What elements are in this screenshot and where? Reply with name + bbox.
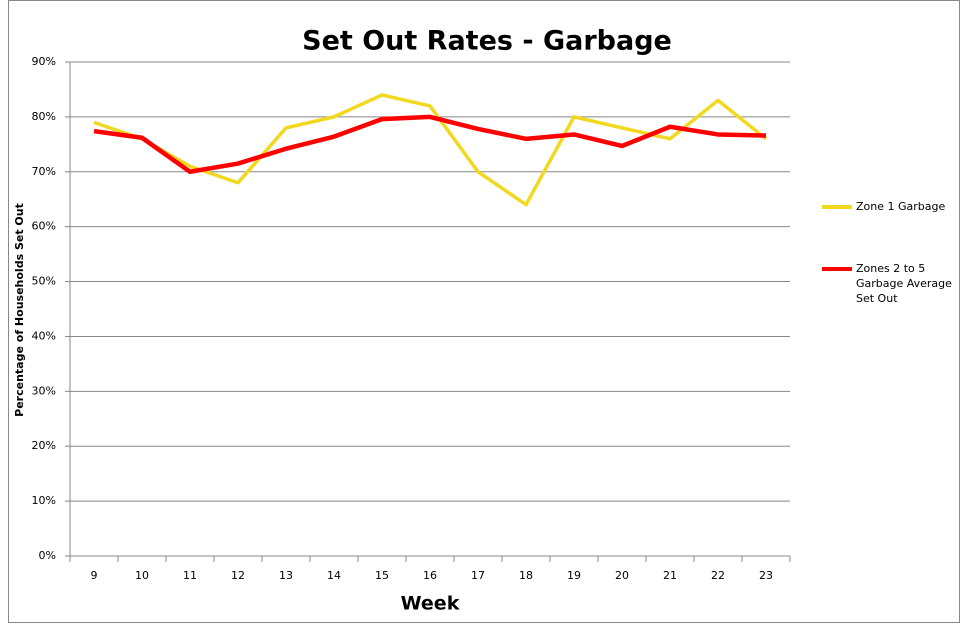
- series-line: [93, 93, 768, 207]
- chart-title: Set Out Rates - Garbage: [302, 26, 672, 57]
- y-tick-label: 20%: [32, 439, 56, 452]
- x-tick-label: 23: [759, 569, 773, 582]
- y-tick-label: 90%: [32, 55, 56, 68]
- y-tick-label: 30%: [32, 384, 56, 397]
- chart-border: [8, 0, 960, 623]
- x-tick-label: 16: [423, 569, 437, 582]
- series-line: [93, 114, 767, 175]
- y-tick-label: 70%: [32, 165, 56, 178]
- x-tick-label: 17: [471, 569, 485, 582]
- x-tick-label: 18: [519, 569, 533, 582]
- x-axis-label: Week: [401, 593, 460, 615]
- x-tick-label: 15: [375, 569, 389, 582]
- y-tick-label: 10%: [32, 494, 56, 507]
- x-tick-label: 21: [663, 569, 677, 582]
- x-tick-label: 11: [183, 569, 197, 582]
- x-tick-label: 19: [567, 569, 581, 582]
- x-tick-label: 22: [711, 569, 725, 582]
- x-tick-label: 12: [231, 569, 245, 582]
- legend-label: Zones 2 to 5 Garbage Average Set Out: [856, 262, 952, 305]
- y-tick-label: 0%: [39, 549, 56, 562]
- y-tick-label: 80%: [32, 110, 56, 123]
- y-axis-label: Percentage of Households Set Out: [13, 203, 26, 417]
- legend-label: Zone 1 Garbage: [856, 200, 946, 213]
- x-tick-label: 20: [615, 569, 629, 582]
- x-tick-label: 9: [91, 569, 98, 582]
- y-tick-label: 60%: [32, 220, 56, 233]
- x-tick-label: 14: [327, 569, 341, 582]
- y-tick-label: 50%: [32, 275, 56, 288]
- x-tick-label: 13: [279, 569, 293, 582]
- y-tick-label: 40%: [32, 329, 56, 342]
- x-tick-label: 10: [135, 569, 149, 582]
